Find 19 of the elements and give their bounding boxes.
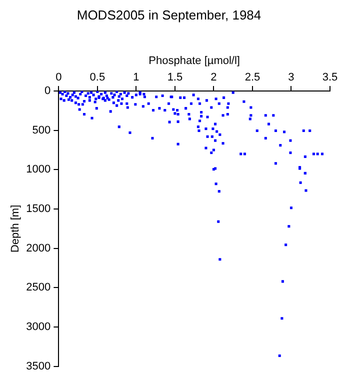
x-tick-label: 0.5 — [90, 71, 106, 84]
x-tick-label: 1 — [133, 71, 140, 84]
x-tick-label: 2.5 — [244, 71, 260, 84]
x-axis-title: Phosphate [µmol/l] — [148, 55, 240, 68]
y-tick-label: 1500 — [26, 203, 51, 216]
chart-title: MODS2005 in September, 1984 — [76, 7, 262, 22]
y-axis-title: Depth [m] — [10, 204, 22, 253]
y-tick-label: 0 — [44, 85, 51, 98]
x-tick-label: 3.5 — [322, 71, 338, 84]
y-tick-label: 3500 — [26, 360, 51, 372]
y-tick-label: 1000 — [26, 164, 51, 176]
y-tick-label: 500 — [32, 124, 51, 136]
x-tick-label: 1.5 — [167, 71, 183, 84]
x-tick-label: 3 — [288, 71, 294, 84]
x-tick-label: 0 — [56, 71, 62, 84]
x-tick-label: 2 — [210, 71, 217, 84]
y-tick-label: 3000 — [26, 321, 51, 334]
y-tick-label: 2000 — [26, 242, 51, 254]
y-tick-label: 2500 — [26, 282, 51, 294]
